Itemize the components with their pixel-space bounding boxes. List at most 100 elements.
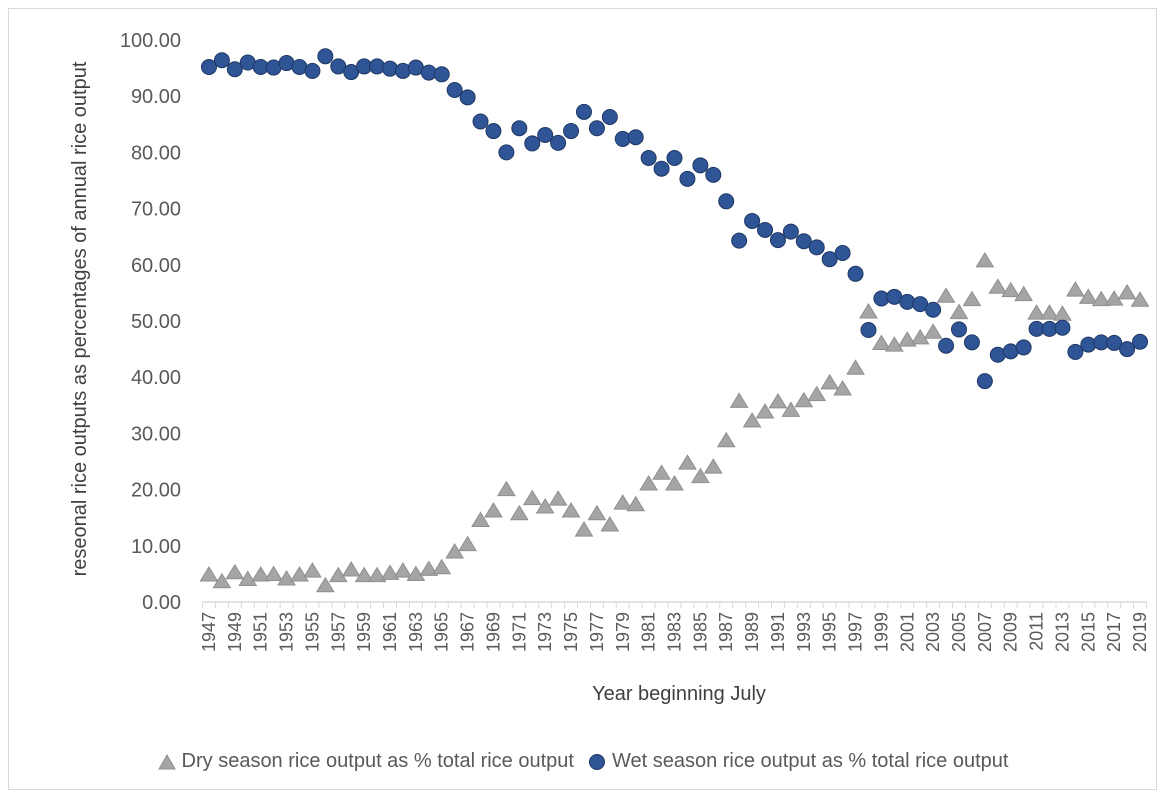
triangle-point	[1130, 291, 1150, 307]
triangle-point	[354, 566, 374, 583]
circle-point	[1015, 339, 1032, 356]
circle-point	[640, 150, 657, 167]
x-tick-label: 2015	[1078, 612, 1098, 652]
x-tick-label: 1957	[328, 612, 348, 652]
x-tick-label: 1947	[199, 612, 219, 652]
triangle-point	[251, 566, 271, 582]
triangle-point	[1014, 285, 1034, 302]
triangle-point	[665, 475, 684, 491]
y-tick-label: 50.00	[131, 311, 181, 333]
circle-point	[588, 120, 605, 137]
triangle-point	[367, 566, 387, 583]
circle-point	[524, 135, 541, 152]
x-tick-label: 2003	[923, 612, 943, 652]
circle-point	[834, 244, 851, 261]
y-tick-label: 20.00	[131, 480, 181, 502]
circle-point	[226, 61, 243, 78]
x-tick-label: 1987	[716, 612, 736, 652]
circle-point	[847, 265, 864, 282]
triangle-point	[703, 458, 723, 474]
legend-icon	[157, 753, 176, 769]
y-tick-label: 70.00	[131, 199, 181, 221]
triangle-point	[484, 501, 503, 518]
x-tick-label: 1985	[690, 612, 710, 652]
y-tick-label: 30.00	[131, 423, 181, 445]
x-tick-label: 2001	[897, 612, 917, 652]
triangle-point	[936, 287, 956, 303]
x-tick-label: 1979	[613, 612, 633, 652]
triangle-point	[768, 392, 788, 409]
x-tick-label: 1953	[277, 612, 297, 652]
triangle-point	[690, 467, 710, 484]
x-tick-label: 1951	[251, 612, 271, 652]
circle-point	[317, 48, 334, 65]
triangle-point	[380, 564, 400, 580]
y-tick-label: 10.00	[131, 536, 181, 558]
x-tick-label: 2011	[1027, 612, 1047, 651]
triangle-point	[678, 454, 697, 470]
legend-icon	[588, 753, 605, 770]
x-tick-label: 2009	[1001, 612, 1021, 652]
triangle-point	[910, 328, 930, 345]
y-tick-label: 60.00	[131, 255, 181, 277]
triangle-point	[1001, 281, 1021, 298]
triangle-point	[1117, 283, 1137, 300]
triangle-point	[406, 565, 426, 581]
y-tick-label: 0.00	[142, 592, 181, 614]
x-tick-label: 1969	[483, 612, 503, 652]
triangle-point	[509, 504, 529, 521]
triangle-point	[1027, 304, 1046, 320]
triangle-point	[458, 535, 477, 552]
legend-marker	[588, 753, 605, 770]
triangle-point	[238, 570, 258, 587]
legend-marker	[157, 753, 176, 769]
circle-point	[200, 58, 217, 75]
circle-point	[1132, 333, 1149, 350]
triangle-point	[225, 563, 245, 580]
circle-point	[808, 239, 825, 256]
triangle-point	[988, 278, 1008, 294]
triangle-point	[574, 521, 594, 537]
circle-point	[769, 232, 786, 249]
circle-point	[575, 103, 592, 120]
circle-point	[213, 52, 230, 69]
x-axis-title: Year beginning July	[592, 683, 766, 705]
circle-point	[692, 157, 709, 174]
triangle-point	[341, 561, 361, 577]
x-tick-label: 2013	[1052, 612, 1072, 652]
triangle-point	[303, 562, 322, 578]
x-tick-label: 2017	[1104, 612, 1124, 652]
triangle-point	[897, 331, 917, 347]
x-tick-label: 1999	[871, 612, 891, 652]
y-axis-title: reseonal rice outputs as percentages of …	[69, 61, 91, 577]
circle-point	[653, 160, 670, 177]
circle-point	[304, 62, 321, 79]
circle-point	[1067, 343, 1084, 360]
triangle-point	[794, 391, 814, 408]
triangle-point	[833, 380, 852, 396]
triangle-point	[729, 392, 749, 408]
y-tick-label: 100.00	[120, 30, 181, 52]
triangle-point	[807, 385, 827, 402]
triangle-point	[884, 336, 904, 352]
x-tick-label: 1949	[225, 612, 245, 652]
triangle-point	[548, 490, 568, 506]
x-tick-label: 1967	[458, 612, 478, 652]
triangle-point	[522, 489, 542, 506]
triangle-point	[846, 359, 865, 375]
circle-point	[963, 334, 980, 351]
triangle-point	[949, 303, 969, 320]
triangle-point	[1091, 290, 1111, 307]
circle-point	[472, 113, 489, 130]
triangle-point	[600, 516, 620, 532]
triangle-point	[923, 323, 943, 339]
legend: Dry season rice output as % total rice o…	[0, 750, 1166, 773]
circle-point	[550, 134, 567, 151]
triangle-point	[393, 562, 413, 578]
x-tick-label: 1977	[587, 612, 607, 652]
triangle-point	[742, 412, 762, 428]
circle-point	[382, 60, 399, 77]
triangle-point	[781, 401, 801, 417]
